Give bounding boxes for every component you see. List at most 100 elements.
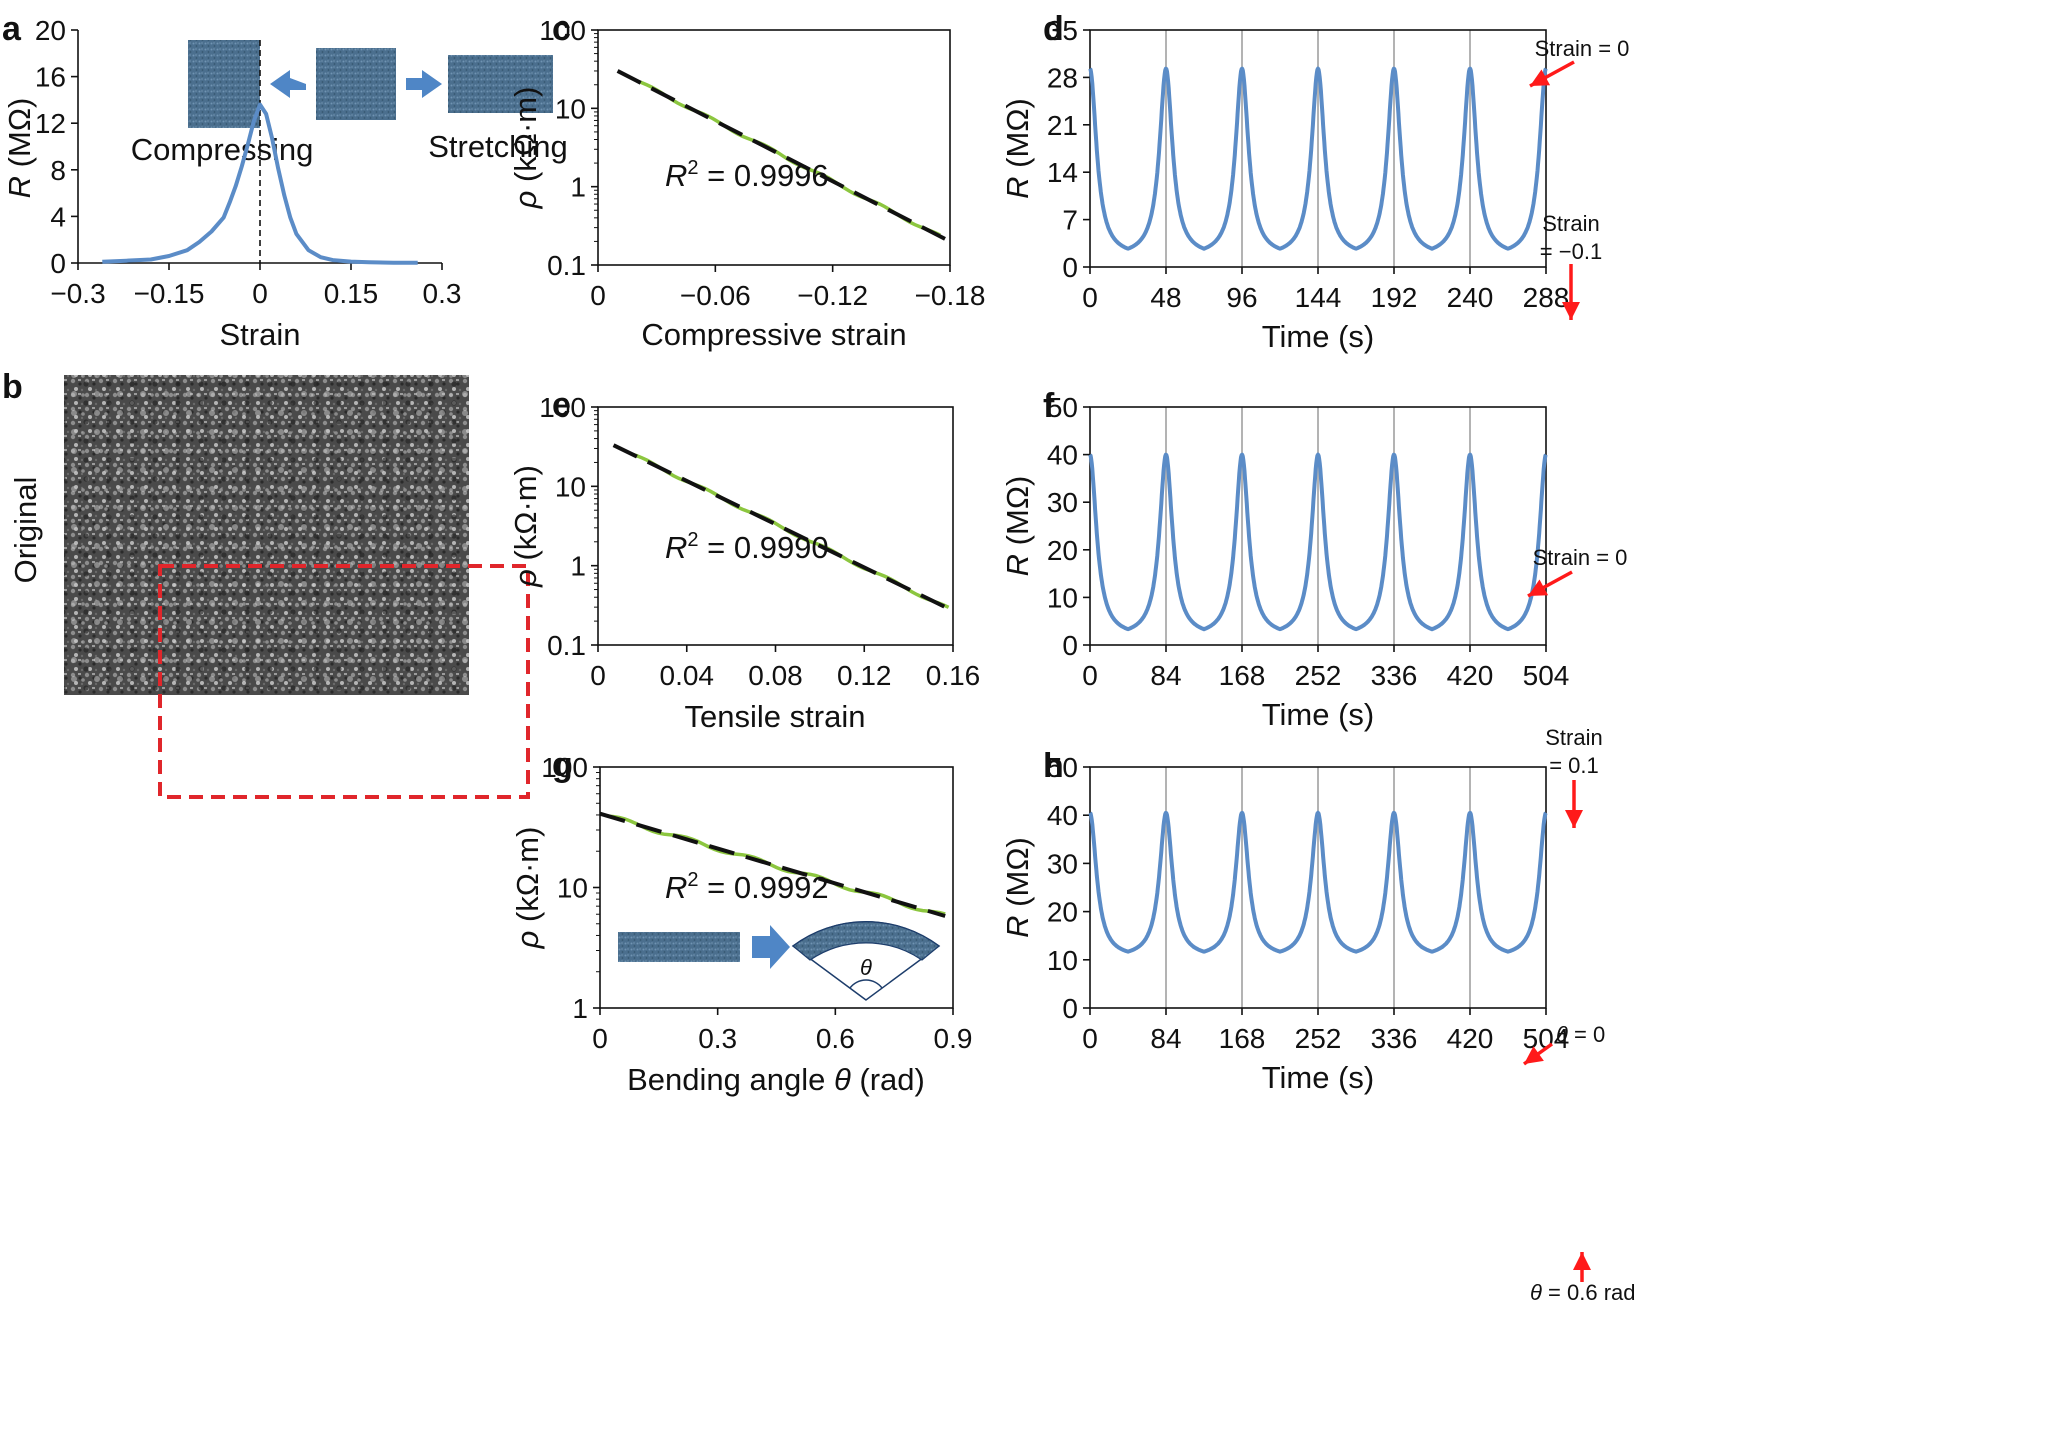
panel-f-y-tick-label: 10 xyxy=(1047,582,1078,613)
panel-g: 0 0.3 0.6 0.9 1 10 100 ρ (kΩ·m) R2 = 0.9992 Bendi… xyxy=(510,752,972,1097)
panel-f-y-tick-label: 30 xyxy=(1047,487,1078,518)
panel-h-x-tick-label: 84 xyxy=(1150,1023,1181,1054)
panel-f-y-tick-label: 50 xyxy=(1047,392,1078,423)
panel-h-y-tick-label: 10 xyxy=(1047,945,1078,976)
angle-arc xyxy=(849,979,883,989)
panel-a-xlabel: Strain xyxy=(220,317,301,352)
panel-b-letter: b xyxy=(2,368,23,406)
fabric-original-image xyxy=(316,48,396,120)
panel-g-x-tick-label: 0 xyxy=(592,1023,608,1054)
panel-e-letter: e xyxy=(552,386,571,424)
panel-g-y-tick-label: 100 xyxy=(541,752,588,783)
panel-g-x-tick-label: 0.6 xyxy=(816,1023,855,1054)
panel-d-y-tick-label: 14 xyxy=(1047,157,1078,188)
panel-h-x-tick-label: 336 xyxy=(1371,1023,1418,1054)
arrow-left-icon xyxy=(270,70,306,98)
panel-d-y-tick-label: 21 xyxy=(1047,110,1078,141)
panel-f-y-tick-label: 0 xyxy=(1062,630,1078,661)
panel-f-trough-label-2: = 0.1 xyxy=(1549,753,1599,778)
panel-h-x-tick-label: 420 xyxy=(1447,1023,1494,1054)
panel-h-x-tick-label: 0 xyxy=(1082,1023,1098,1054)
panel-g-y-tick-label: 1 xyxy=(572,993,588,1024)
panel-d-y-tick-label: 7 xyxy=(1062,205,1078,236)
panel-a-y-tick-label: 16 xyxy=(35,62,66,93)
panel-e-x-tick-label: 0 xyxy=(590,660,606,691)
panel-a-x-tick-label: −0.15 xyxy=(134,278,205,309)
panel-d-xlabel: Time (s) xyxy=(1262,319,1375,354)
panel-g-xlabel: Bending angle θ (rad) xyxy=(627,1062,925,1097)
panel-d-x-tick-label: 0 xyxy=(1082,282,1098,313)
panel-g-letter: g xyxy=(552,746,573,784)
panel-h-x-tick-label: 252 xyxy=(1295,1023,1342,1054)
panel-h-y-tick-label: 50 xyxy=(1047,752,1078,783)
panel-h-curve xyxy=(1088,810,1548,954)
panel-h-trough-arrow-head xyxy=(1573,1252,1591,1270)
stretching-label: Stretching xyxy=(428,129,568,164)
panel-g-x-tick-label: 0.9 xyxy=(934,1023,973,1054)
panel-g-fit-line xyxy=(599,811,946,918)
panel-h-letter: h xyxy=(1043,747,1064,785)
panel-e-frame xyxy=(597,406,954,646)
panel-d-y-tick-label: 35 xyxy=(1047,15,1078,46)
panel-g-ylabel: ρ (kΩ·m) xyxy=(510,827,545,950)
panel-a-y-tick-label: 12 xyxy=(35,108,66,139)
panel-f-curve xyxy=(1088,452,1548,632)
panel-h-x-tick-label: 168 xyxy=(1219,1023,1266,1054)
panel-a-y-tick-label: 4 xyxy=(50,201,66,232)
panel-e-x-tick-label: 0.04 xyxy=(660,660,715,691)
panel-a-x-tick-label: −0.3 xyxy=(50,278,105,309)
panel-f-y-tick-label: 40 xyxy=(1047,440,1078,471)
panel-a-y-tick-label: 0 xyxy=(50,248,66,279)
panel-c-x-tick-label: −0.12 xyxy=(797,280,868,311)
panel-d-trough-label-2: = −0.1 xyxy=(1540,239,1602,264)
panel-c-x-tick-label: 0 xyxy=(590,280,606,311)
panel-e-y-tick-label: 100 xyxy=(539,392,586,423)
panel-a-x-tick-label: 0 xyxy=(252,278,268,309)
panel-e-y-tick-label: 1 xyxy=(570,551,586,582)
panel-e-x-tick-label: 0.16 xyxy=(926,660,981,691)
panel-f-x-tick-label: 252 xyxy=(1295,660,1342,691)
panel-f-peak-label: Strain = 0 xyxy=(1533,545,1628,570)
arrow-right-icon xyxy=(752,925,790,969)
arrow-right-icon xyxy=(406,70,442,98)
panel-a-y-tick-label: 20 xyxy=(35,15,66,46)
panel-f-ylabel: R (MΩ) xyxy=(1000,476,1035,577)
panel-d-trough-arrow-head xyxy=(1562,302,1580,320)
fabric-compressed-image xyxy=(188,40,260,128)
fabric-bent-image xyxy=(792,921,940,961)
panel-d-y-tick-label: 28 xyxy=(1047,62,1078,93)
panel-a-inset: Compressing Stretching xyxy=(131,40,568,167)
panel-h-xlabel: Time (s) xyxy=(1262,1060,1375,1095)
panel-c-y-tick-label: 100 xyxy=(539,15,586,46)
panel-d-x-tick-label: 48 xyxy=(1150,282,1181,313)
panel-h-trough-label: θ = 0.6 rad xyxy=(1530,1280,1636,1305)
panel-e-x-tick-label: 0.12 xyxy=(837,660,892,691)
panel-h-ylabel: R (MΩ) xyxy=(1000,837,1035,938)
theta-label: θ xyxy=(860,955,872,980)
panel-e-y-tick-label: 10 xyxy=(555,471,586,502)
panel-f-x-tick-label: 168 xyxy=(1219,660,1266,691)
panel-g-y-tick-label: 10 xyxy=(557,873,588,904)
panel-d-x-tick-label: 240 xyxy=(1447,282,1494,313)
panel-e-y-tick-label: 0.1 xyxy=(547,630,586,661)
panel-b: b Original xyxy=(2,368,530,799)
panel-e-ylabel: ρ (kΩ·m) xyxy=(508,465,543,588)
panel-c-frame xyxy=(597,29,951,266)
panel-h-peak-label: θ = 0 xyxy=(1556,1022,1605,1047)
panel-d-peak-label: Strain = 0 xyxy=(1535,36,1630,61)
panel-f-peak-arrow-head xyxy=(1528,579,1549,596)
panel-c-y-tick-label: 10 xyxy=(555,93,586,124)
panel-f-xlabel: Time (s) xyxy=(1262,697,1375,732)
panel-d-x-tick-label: 144 xyxy=(1295,282,1342,313)
panel-d-y-tick-label: 0 xyxy=(1062,252,1078,283)
panel-c-fit-line xyxy=(616,69,951,244)
panel-c-r2-label: R2 = 0.9996 xyxy=(665,157,829,193)
compressing-label: Compressing xyxy=(131,132,314,167)
panel-c-y-tick-label: 1 xyxy=(570,172,586,203)
fabric-stretched-image xyxy=(448,55,553,113)
panel-a-ylabel: R (MΩ) xyxy=(2,98,37,199)
fabric-flat-image xyxy=(618,932,740,962)
panel-d-curve xyxy=(1088,66,1548,251)
